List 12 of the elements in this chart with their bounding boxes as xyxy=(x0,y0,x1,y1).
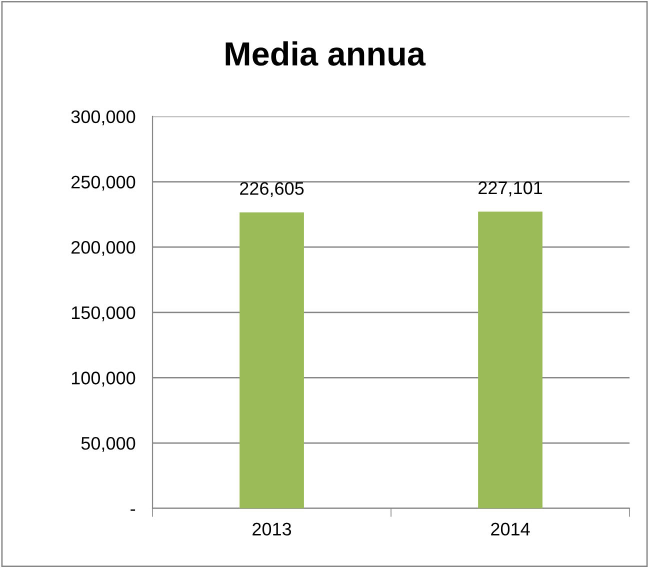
y-tick-label: 150,000 xyxy=(72,306,136,322)
x-tick-label: 2013 xyxy=(252,522,292,536)
y-tick-label: 100,000 xyxy=(72,372,136,387)
y-tick-label: 250,000 xyxy=(71,176,136,191)
chart-title: Media annua xyxy=(226,41,426,66)
data-label: 226,605 xyxy=(240,182,304,197)
y-tick-label: - xyxy=(130,509,136,511)
y-tick-label: 200,000 xyxy=(71,241,136,256)
y-tick-label: 50,000 xyxy=(81,436,136,452)
y-tick-label: 300,000 xyxy=(71,110,136,126)
data-label: 227,101 xyxy=(478,181,542,196)
x-tick-label: 2014 xyxy=(491,522,530,536)
